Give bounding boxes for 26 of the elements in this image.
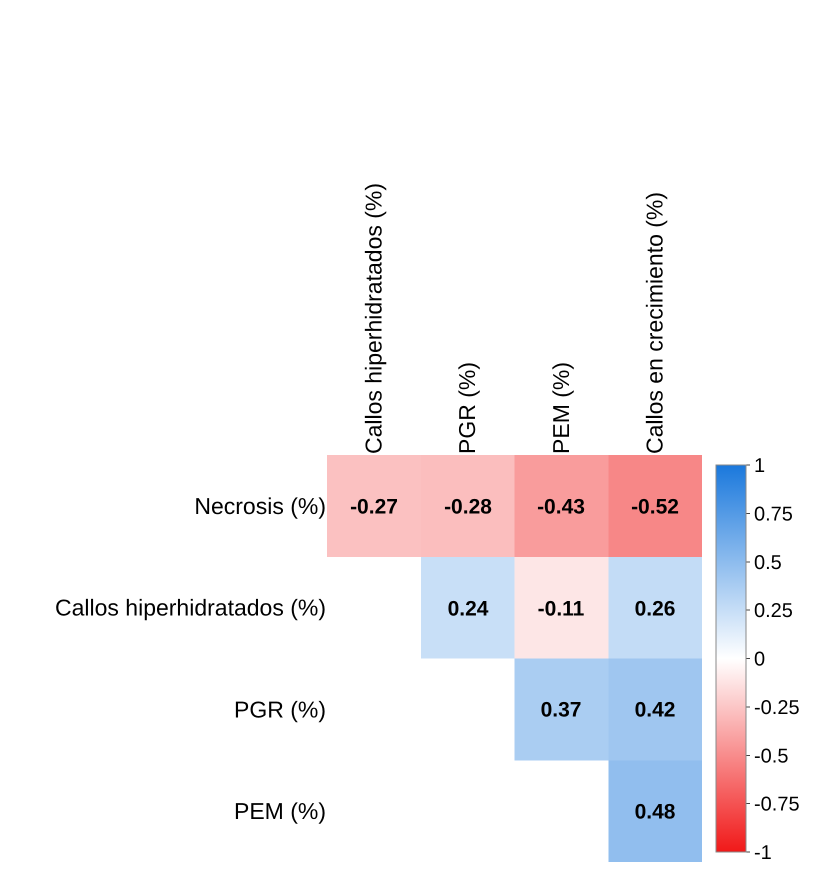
x-tick-label: PEM (%) [548, 362, 574, 454]
data-label: -0.28 [444, 495, 492, 518]
y-tick-label: Necrosis (%) [194, 492, 326, 519]
color-bar-label: -1 [754, 842, 772, 864]
y-tick-label: PEM (%) [234, 798, 326, 824]
color-bar-label: 1 [754, 455, 766, 477]
color-bar-label: 0.25 [754, 600, 793, 622]
data-label: -0.11 [538, 597, 585, 620]
color-bar-label: 0 [754, 648, 766, 670]
data-label: -0.43 [537, 495, 585, 518]
data-label: 0.37 [540, 698, 582, 722]
data-label: 0.24 [448, 597, 489, 620]
data-label: -0.52 [631, 495, 679, 518]
color-bar-label: -0.5 [754, 745, 788, 768]
y-tick-label: Callos hiperhidratados (%) [54, 594, 326, 621]
color-bar-label: 0.5 [754, 552, 782, 574]
data-label: 0.26 [634, 597, 676, 620]
y-tick-label: PGR (%) [234, 696, 326, 722]
x-tick-label: PGR (%) [454, 362, 480, 454]
data-label: 0.42 [634, 698, 676, 722]
color-bar-label: -0.75 [754, 794, 800, 816]
x-tick-label: Callos en crecimiento (%) [642, 192, 668, 454]
data-label: -0.27 [350, 495, 398, 518]
color-bar-label: 0.75 [754, 503, 793, 526]
color-bar-label: -0.25 [754, 696, 800, 719]
data-label: 0.48 [634, 800, 676, 824]
